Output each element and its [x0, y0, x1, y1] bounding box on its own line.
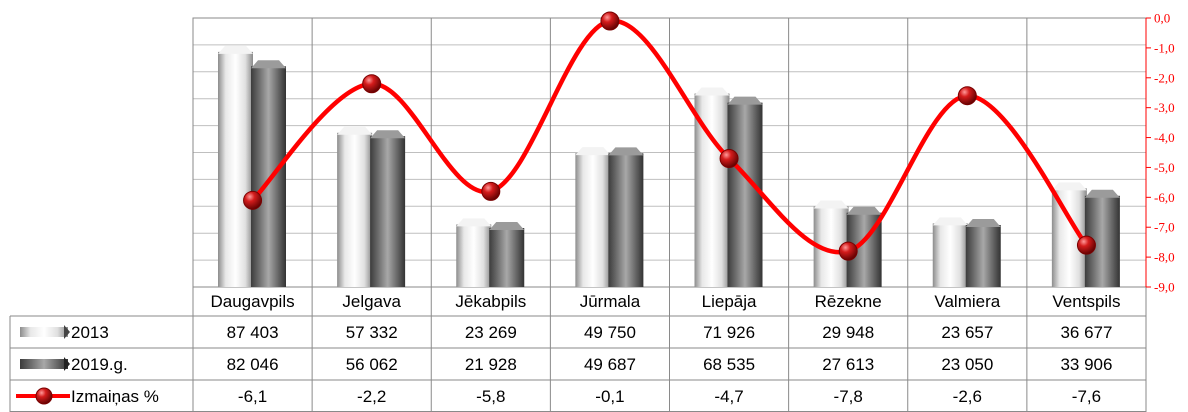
table-cell: 49 687 [584, 355, 636, 374]
bar-2013 [456, 218, 492, 287]
bar-2013 [218, 45, 253, 288]
table-cell: 82 046 [227, 355, 279, 374]
right-axis-tick-label: -4,0 [1154, 130, 1175, 145]
bar-2013 [932, 217, 968, 287]
category-label: Ventspils [1052, 292, 1120, 311]
table-cell: 71 926 [703, 323, 755, 342]
bar-2019 [370, 130, 406, 287]
table-row-label: Izmaiņas % [71, 387, 159, 406]
table-row-label: 2019.g. [71, 355, 128, 374]
right-axis-tick-label: -3,0 [1154, 100, 1175, 115]
table-cell: 21 928 [465, 355, 517, 374]
bar-2019 [608, 147, 644, 287]
table-cell: 23 050 [941, 355, 993, 374]
bar-2013 [694, 87, 730, 287]
table-cell: -7,6 [1072, 387, 1101, 406]
change-point [1076, 235, 1096, 255]
right-axis: 0,0 -1,0 -2,0 -3,0 -4,0 -5,0 -6,0 -7,0 -8,0 -9,0 [1145, 11, 1175, 295]
category-label: Valmiera [934, 292, 1000, 311]
change-line [243, 11, 1096, 261]
category-label: Daugavpils [211, 292, 295, 311]
table-cell: 29 948 [822, 323, 874, 342]
right-axis-tick-label: -7,0 [1154, 220, 1175, 235]
category-label: Jūrmala [580, 292, 641, 311]
table-cell: 87 403 [227, 323, 279, 342]
change-point [481, 181, 501, 201]
table-cell: -0,1 [595, 387, 624, 406]
right-axis-tick-label: -5,0 [1154, 160, 1175, 175]
table-cell: 27 613 [822, 355, 874, 374]
table-cell: 56 062 [346, 355, 398, 374]
table-cell: -4,7 [714, 387, 743, 406]
legend-key [16, 387, 70, 405]
change-point [243, 190, 263, 210]
table-cell: -2,2 [357, 387, 386, 406]
table-cell: -7,8 [834, 387, 863, 406]
table-cell: -5,8 [476, 387, 505, 406]
table-row-label: 2013 [71, 323, 109, 342]
table-cell: -6,1 [238, 387, 267, 406]
table-cell: 68 535 [703, 355, 755, 374]
table-cell: 33 906 [1060, 355, 1112, 374]
change-point [719, 148, 739, 168]
table-cell: -2,6 [953, 387, 982, 406]
change-line-path [250, 18, 1089, 255]
bar-2013 [575, 147, 611, 287]
right-axis-tick-label: -1,0 [1154, 40, 1175, 55]
bars [218, 45, 1120, 288]
change-point [362, 74, 382, 94]
category-label: Jēkabpils [455, 292, 526, 311]
legend-key [20, 357, 70, 371]
table-cell: 23 269 [465, 323, 517, 342]
bar-2019 [965, 218, 1001, 287]
bar-2019 [727, 96, 763, 288]
right-axis-tick-label: 0,0 [1154, 11, 1170, 26]
change-point [957, 86, 977, 106]
bar-2013 [337, 126, 373, 287]
bar-2019 [489, 222, 525, 287]
table-cell: 36 677 [1060, 323, 1112, 342]
table-cell: 49 750 [584, 323, 636, 342]
category-label: Rēzekne [815, 292, 882, 311]
bar-2019 [251, 60, 286, 287]
change-point [838, 241, 858, 261]
right-axis-tick-label: -8,0 [1154, 250, 1175, 265]
category-label: Jelgava [342, 292, 401, 311]
right-axis-tick-label: -6,0 [1154, 190, 1175, 205]
right-axis-tick-label: -9,0 [1154, 280, 1175, 295]
right-axis-tick-label: -2,0 [1154, 70, 1175, 85]
data-table: Daugavpils Jelgava Jēkabpils Jūrmala Liepāja… [9, 292, 1146, 412]
category-label: Liepāja [702, 292, 757, 311]
change-point [600, 11, 620, 31]
table-cell: 23 657 [941, 323, 993, 342]
table-cell: 57 332 [346, 323, 398, 342]
legend-key [20, 325, 70, 339]
